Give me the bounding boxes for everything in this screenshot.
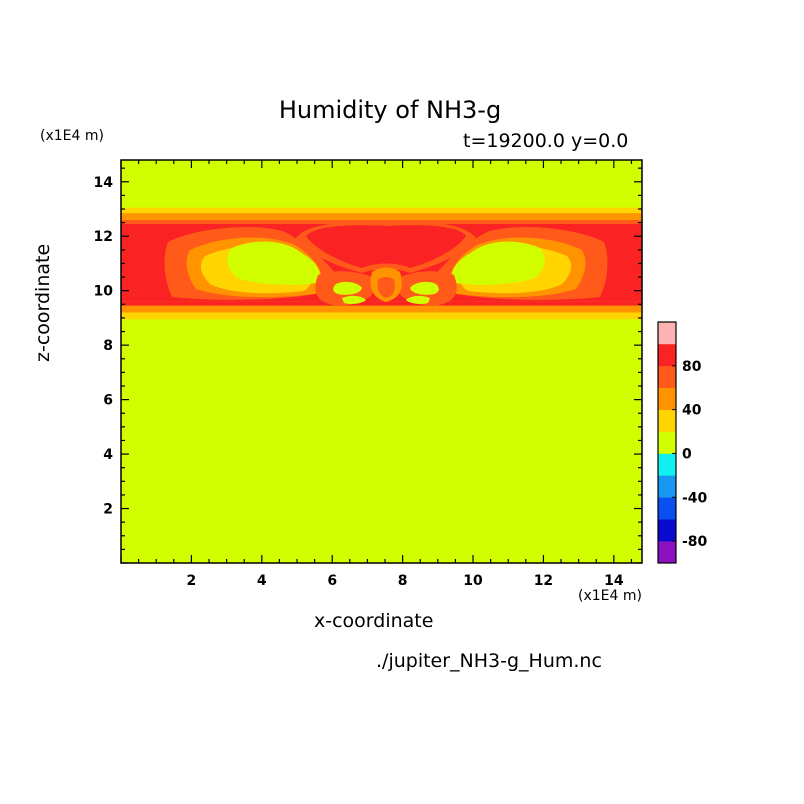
- field-eddy: [410, 281, 439, 295]
- y-tick-label: 4: [103, 447, 113, 463]
- colorbar-label: 0: [682, 446, 692, 462]
- field-layer: [121, 305, 642, 313]
- chart-subtitle: t=19200.0 y=0.0: [463, 130, 629, 152]
- colorbar-swatch: [658, 431, 676, 454]
- y-axis-scale-label: (x1E4 m): [40, 128, 104, 144]
- colorbar-label: 80: [682, 359, 702, 375]
- y-tick-label: 12: [94, 229, 113, 245]
- x-tick-label: 14: [604, 573, 624, 589]
- chart-title: Humidity of NH3-g: [278, 96, 502, 124]
- colorbar-swatch: [658, 343, 676, 367]
- field-eddy: [342, 295, 366, 304]
- field-layer: [121, 213, 642, 220]
- colorbar-label: -80: [682, 534, 708, 550]
- field-layer: [121, 207, 642, 214]
- y-tick-label: 8: [103, 338, 113, 354]
- field-layer: [121, 301, 642, 306]
- y-tick-label: 2: [103, 502, 113, 518]
- plot-frame: [120, 159, 643, 564]
- field-eddy: [377, 277, 395, 298]
- field-eddy: [406, 295, 430, 304]
- x-axis-scale-label: (x1E4 m): [578, 588, 642, 604]
- colorbar-swatch: [658, 409, 676, 432]
- x-tick-label: 12: [534, 573, 553, 589]
- y-tick-label: 14: [94, 175, 114, 191]
- x-tick-label: 4: [257, 573, 267, 589]
- colorbar-swatch: [658, 475, 676, 498]
- colorbar-swatch: [658, 453, 676, 476]
- field-eddy: [333, 281, 362, 295]
- axes-group: 2 4 6 8 10 12 14 2 4 6 8 10 12 14: [94, 159, 643, 589]
- x-tick-label: 2: [187, 573, 197, 589]
- colorbar-label: -40: [682, 490, 708, 506]
- field-layer: [121, 312, 642, 320]
- file-name-label: ./jupiter_NH3-g_Hum.nc: [376, 650, 602, 672]
- colorbar: -80 -40 0 40 80: [657, 321, 708, 564]
- x-tick-label: 6: [327, 573, 337, 589]
- y-tick-label: 10: [94, 284, 114, 300]
- y-tick-label: 6: [103, 393, 113, 409]
- colorbar-swatch: [658, 365, 676, 389]
- colorbar-swatch: [658, 497, 676, 520]
- colorbar-frame: [657, 321, 677, 564]
- x-tick-label: 10: [463, 573, 483, 589]
- field-area: [121, 160, 642, 563]
- x-axis-label: x-coordinate: [314, 610, 434, 632]
- colorbar-swatch: [658, 322, 676, 345]
- colorbar-label: 40: [682, 403, 702, 419]
- field-eddy: [452, 241, 545, 285]
- colorbar-swatch: [658, 541, 676, 564]
- colorbar-swatch: [658, 387, 676, 410]
- colorbar-swatch: [658, 519, 676, 542]
- x-tick-label: 8: [398, 573, 408, 589]
- field-eddy: [306, 225, 466, 268]
- field-eddy: [227, 241, 320, 285]
